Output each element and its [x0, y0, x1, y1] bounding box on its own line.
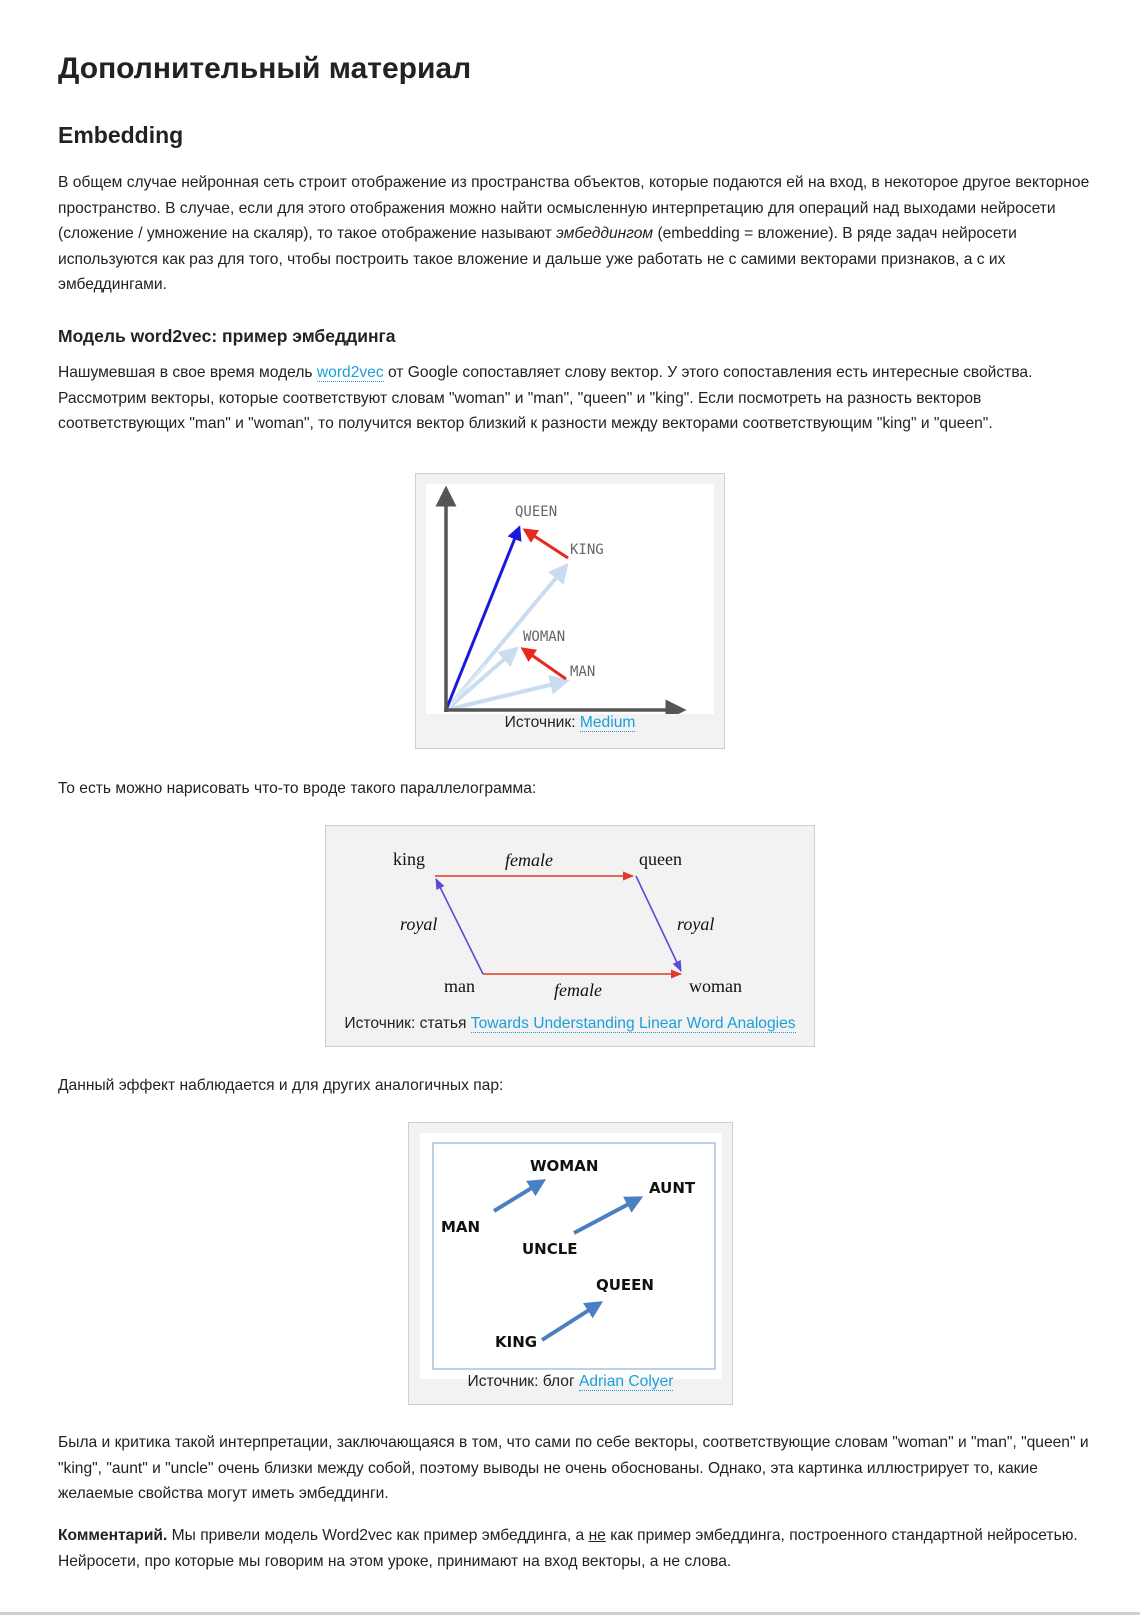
woman-node: woman — [689, 976, 742, 996]
female-label-bottom: female — [554, 980, 602, 1000]
figure-parallelogram: king queen man woman female female royal… — [325, 825, 815, 1047]
section-heading: Embedding — [58, 122, 184, 148]
intro-text-1: В общем случае нейронная сеть строит ото… — [58, 174, 1090, 242]
queen-node: queen — [639, 849, 682, 869]
comment-paragraph: Комментарий. Мы привели модель Word2vec … — [58, 1523, 1090, 1574]
figure1-source-link[interactable]: Medium — [579, 714, 636, 732]
intro-paragraph: В общем случае нейронная сеть строит ото… — [58, 170, 1090, 298]
page-title: Дополнительный материал — [58, 52, 472, 85]
comment-text-2: как пример эмбеддинга, построенного стан… — [58, 1527, 1078, 1570]
king-queen-arrow — [540, 1301, 604, 1342]
female-label-top: female — [505, 850, 553, 870]
intro-text-2: (embedding = вложение). В ряде задач ней… — [58, 225, 1017, 293]
figure2-source-link[interactable]: Towards Understanding Linear Word Analog… — [470, 1015, 796, 1033]
comment-text-1: Мы привели модель Word2vec как пример эм… — [167, 1527, 589, 1544]
word2vec-text-1: Нашумевшая в свое время модель — [58, 364, 317, 381]
uncle-aunt-arrow — [573, 1196, 644, 1235]
comment-negation: не — [588, 1527, 606, 1544]
faint-vector — [444, 663, 488, 711]
figure-analogy-pairs: WOMAN AUNT MAN UNCLE QUEEN KING Источник… — [408, 1122, 733, 1405]
word2vec-text-2: от Google сопоставляет слову вектор. У э… — [58, 364, 1033, 432]
parallelogram-intro: То есть можно нарисовать что-то вроде та… — [58, 780, 537, 797]
figure3-source-link[interactable]: Adrian Colyer — [578, 1373, 674, 1391]
man-label: MAN — [570, 664, 595, 680]
king-label: KING — [570, 542, 604, 558]
page-bottom-border — [0, 1612, 1140, 1615]
royal-arrow-left — [435, 877, 484, 975]
king-node: king — [393, 849, 425, 869]
comment-label: Комментарий. — [58, 1527, 168, 1544]
word2vec-paragraph: Нашумевшая в свое время модель word2vec … — [58, 360, 1090, 437]
woman-word: WOMAN — [530, 1157, 598, 1175]
figure1-caption-text: Источник: — [504, 714, 580, 731]
queen-vector — [444, 525, 522, 711]
royal-label-left: royal — [400, 914, 437, 934]
analogy-pairs-image: WOMAN AUNT MAN UNCLE QUEEN KING — [420, 1133, 722, 1379]
royal-label-right: royal — [677, 914, 714, 934]
man-woman-arrow — [492, 1179, 547, 1213]
intro-term: эмбеддингом — [556, 225, 654, 242]
vector-plot-image: QUEEN KING WOMAN MAN — [426, 484, 714, 714]
woman-label: WOMAN — [523, 629, 565, 645]
man-woman-diff — [520, 647, 567, 681]
queen-word: QUEEN — [596, 1276, 654, 1294]
aunt-word: AUNT — [649, 1179, 696, 1197]
figure2-caption-text: Источник: статья — [344, 1015, 471, 1032]
analogy-frame — [432, 1142, 716, 1370]
figure-vector-plot: QUEEN KING WOMAN MAN Источник: Medium — [415, 473, 725, 749]
man-word: MAN — [441, 1218, 480, 1236]
figure3-caption: Источник: блог Adrian Colyer — [409, 1373, 732, 1391]
figure3-caption-text: Источник: блог — [467, 1373, 579, 1390]
parallelogram-diagram: king queen man woman female female royal… — [393, 849, 742, 1000]
king-queen-diff — [522, 528, 569, 560]
subsection-heading: Модель word2vec: пример эмбеддинга — [58, 326, 396, 346]
queen-label: QUEEN — [515, 504, 557, 520]
woman-vector — [444, 646, 520, 712]
criticism-paragraph: Была и критика такой интерпретации, закл… — [58, 1434, 1089, 1502]
king-word: KING — [495, 1333, 537, 1351]
man-vector — [445, 675, 570, 712]
uncle-word: UNCLE — [522, 1240, 578, 1258]
other-pairs-intro: Данный эффект наблюдается и для других а… — [58, 1077, 504, 1094]
royal-arrow-right — [635, 875, 682, 973]
figure2-caption: Источник: статья Towards Understanding L… — [326, 1015, 814, 1033]
figure1-caption: Источник: Medium — [416, 714, 724, 732]
man-node: man — [444, 976, 475, 996]
word2vec-link[interactable]: word2vec — [316, 364, 384, 382]
